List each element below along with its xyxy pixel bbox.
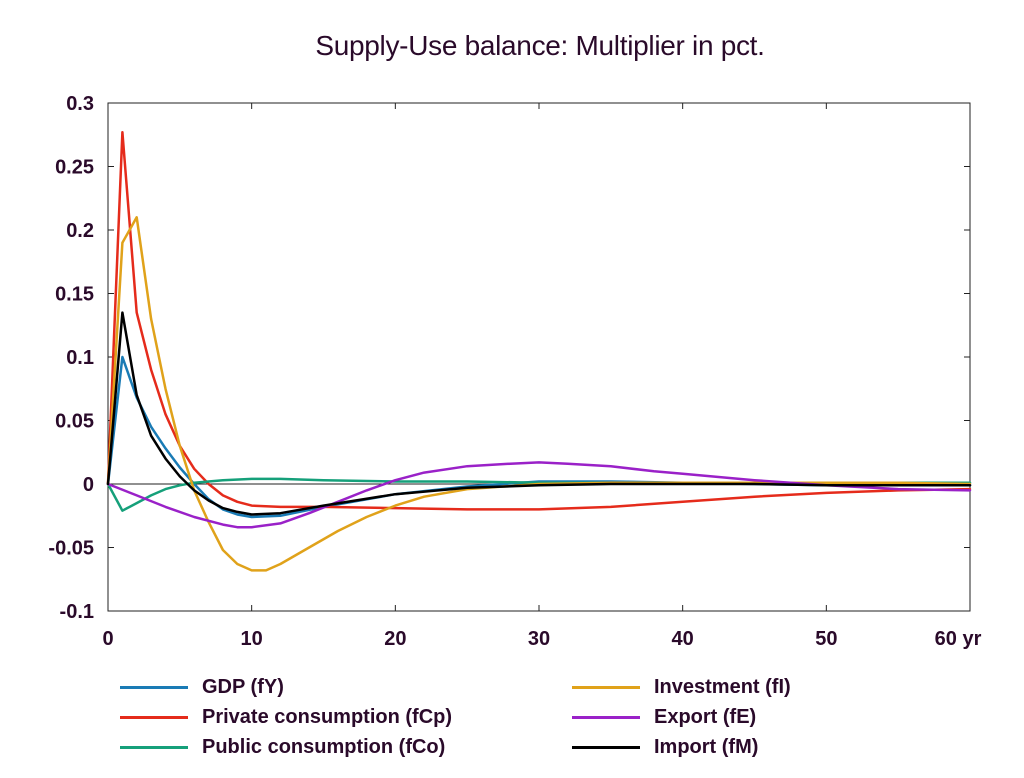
plot-frame [107,102,971,612]
series-line-investment [106,216,972,572]
legend-label-import: Import (fM) [654,735,759,758]
x-tick-label: 50 [815,628,837,650]
x-tick-label: 60 yr [935,628,982,650]
x-tick-label: 10 [241,628,263,650]
legend-label-export: Export (fE) [654,705,757,728]
legend-swatch-export [572,715,640,719]
legend-item-investment: Investment (fI) [572,672,791,702]
tick-labels: 0.3 0.25 0.2 0.15 0.1 0.05 0 -0.05 -0.1 0 10 20 30 40… [48,93,981,650]
legend-label-public-consumption: Public consumption (fCo) [202,735,446,758]
x-tick-label: 40 [672,628,694,650]
legend-swatch-public-consumption [120,745,188,749]
axes [107,102,971,612]
y-tick-label: 0 [83,474,94,496]
y-tick-label: 0.15 [55,284,94,306]
legend-swatch-investment [572,685,640,689]
y-tick-label: 0.05 [55,411,94,433]
x-tick-label: 20 [384,628,406,650]
y-tick-label: -0.05 [48,538,94,560]
series-lines [106,130,972,572]
x-tick-label: 30 [528,628,550,650]
legend: GDP (fY) Private consumption (fCp) Publi… [120,672,880,768]
y-tick-label: 0.2 [66,220,94,242]
legend-label-gdp: GDP (fY) [202,675,284,698]
legend-item-export: Export (fE) [572,702,756,732]
y-tick-label: 0.1 [66,347,94,369]
legend-item-import: Import (fM) [572,732,758,762]
y-tick-label: 0.25 [55,157,94,179]
series-line-export [106,461,972,529]
legend-item-public-consumption: Public consumption (fCo) [120,732,445,762]
legend-swatch-import [572,745,640,749]
series-line-private-consumption [106,130,972,511]
legend-item-gdp: GDP (fY) [120,672,284,702]
series-line-import [106,311,972,516]
legend-swatch-gdp [120,685,188,689]
y-tick-label: -0.1 [60,601,94,623]
x-tick-label: 0 [102,628,113,650]
legend-label-investment: Investment (fI) [654,675,791,698]
legend-swatch-private-consumption [120,715,188,719]
y-tick-label: 0.3 [66,93,94,115]
legend-label-private-consumption: Private consumption (fCp) [202,705,453,728]
legend-item-private-consumption: Private consumption (fCp) [120,702,452,732]
chart-title: Supply-Use balance: Multiplier in pct. [315,30,765,61]
